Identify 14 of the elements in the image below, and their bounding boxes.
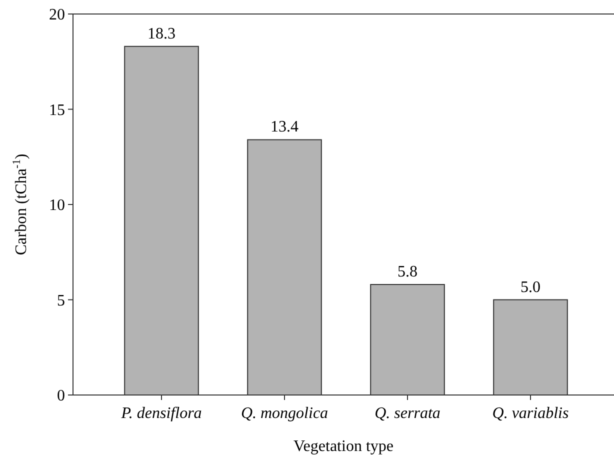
y-tick-label: 5 xyxy=(57,292,65,310)
data-label: 5.8 xyxy=(398,264,418,281)
x-tick-label: P. densiflora xyxy=(120,405,202,422)
y-tick-label: 20 xyxy=(49,6,65,24)
y-tick-label: 0 xyxy=(57,388,65,405)
y-tick-label: 15 xyxy=(49,102,65,119)
x-axis-title: Vegetation type xyxy=(294,438,394,455)
x-tick-label: Q. serrata xyxy=(374,405,440,422)
x-tick-label: Q. variablis xyxy=(492,405,569,422)
data-label: 5.0 xyxy=(520,278,540,296)
x-tick-label: Q. mongolica xyxy=(240,405,328,422)
y-tick-label: 10 xyxy=(49,197,65,214)
data-label: 13.4 xyxy=(270,118,298,136)
data-label: 18.3 xyxy=(148,25,176,42)
